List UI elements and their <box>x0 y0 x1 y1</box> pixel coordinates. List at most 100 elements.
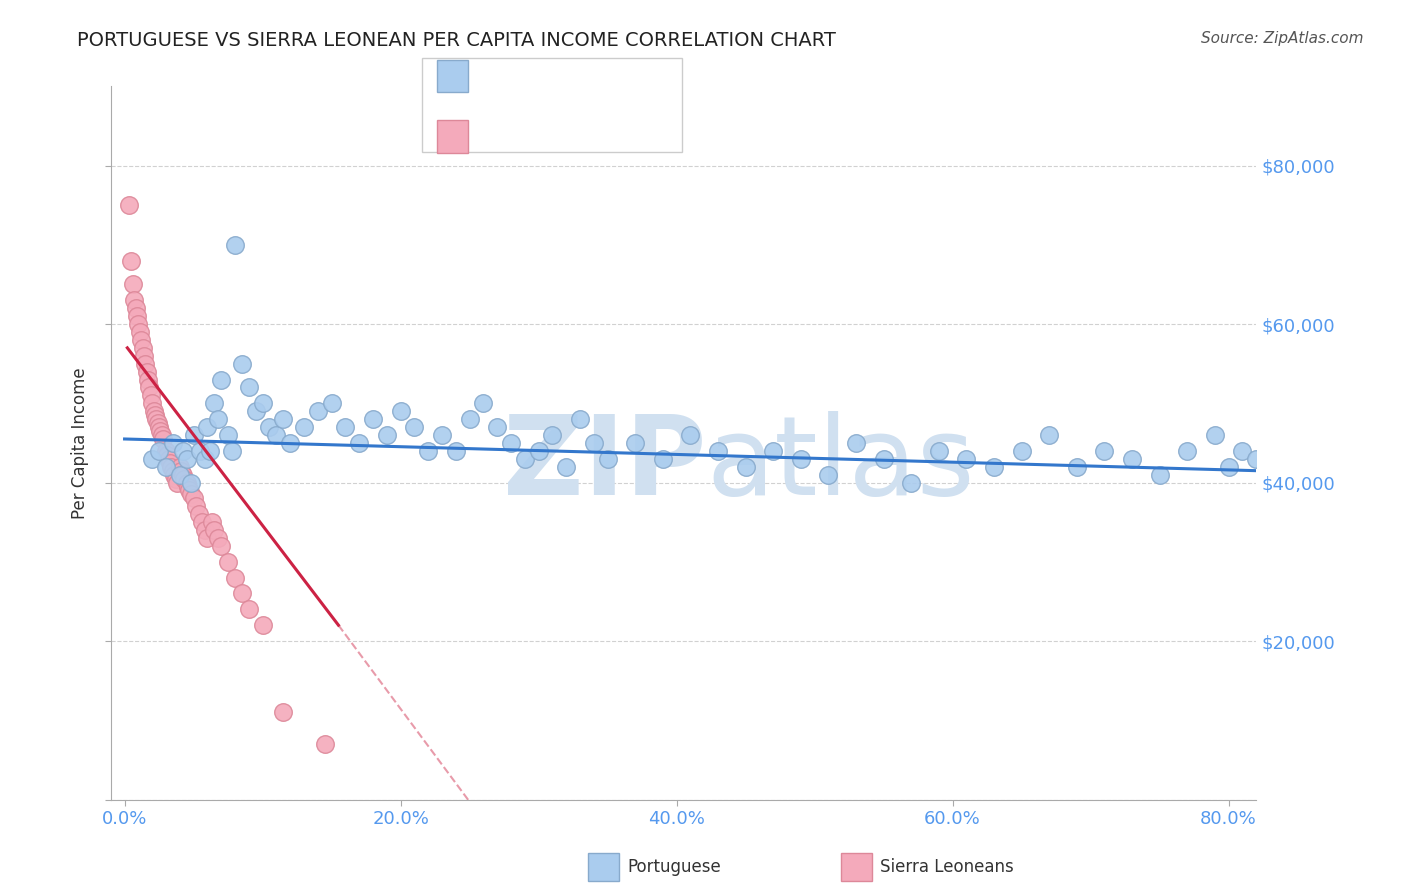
Text: -0.569: -0.569 <box>508 128 561 145</box>
Text: Source: ZipAtlas.com: Source: ZipAtlas.com <box>1201 31 1364 46</box>
Point <box>118 198 141 212</box>
Point <box>224 237 246 252</box>
Point <box>122 293 145 308</box>
Text: N =: N = <box>561 67 609 85</box>
Point <box>1258 459 1281 474</box>
Point <box>209 373 232 387</box>
Point <box>221 443 243 458</box>
Point <box>271 412 294 426</box>
Point <box>202 523 225 537</box>
Text: R =: R = <box>477 128 513 145</box>
Text: R =: R = <box>477 67 513 85</box>
Point <box>166 475 188 490</box>
Point <box>155 443 177 458</box>
Point <box>541 428 564 442</box>
Point <box>136 373 159 387</box>
Point <box>845 436 868 450</box>
Point <box>307 404 329 418</box>
Text: ZIP: ZIP <box>503 411 706 518</box>
Point <box>389 404 412 418</box>
Point <box>170 464 193 478</box>
Point <box>252 396 274 410</box>
Point <box>347 436 370 450</box>
Point <box>150 428 173 442</box>
Point <box>169 459 191 474</box>
Point <box>169 467 191 482</box>
Point <box>128 325 150 339</box>
Point <box>121 277 143 292</box>
Point <box>790 451 813 466</box>
Text: atlas: atlas <box>706 411 974 518</box>
Point <box>183 491 205 506</box>
Point <box>472 396 495 410</box>
Point <box>527 443 550 458</box>
Text: PORTUGUESE VS SIERRA LEONEAN PER CAPITA INCOME CORRELATION CHART: PORTUGUESE VS SIERRA LEONEAN PER CAPITA … <box>77 31 837 50</box>
Point <box>180 487 202 501</box>
Point <box>231 586 253 600</box>
Point <box>135 365 157 379</box>
Point <box>176 451 198 466</box>
Point <box>121 253 143 268</box>
Point <box>1204 428 1226 442</box>
Point <box>375 428 398 442</box>
Point <box>568 412 591 426</box>
Point <box>155 459 177 474</box>
Point <box>458 412 481 426</box>
Point <box>1232 443 1254 458</box>
Point <box>176 475 198 490</box>
Point <box>651 451 673 466</box>
Point <box>162 464 184 478</box>
Point <box>141 451 163 466</box>
Point <box>156 448 179 462</box>
Point <box>152 432 174 446</box>
Point <box>900 475 922 490</box>
Point <box>1244 451 1267 466</box>
Point <box>734 459 756 474</box>
Point <box>202 396 225 410</box>
Point <box>217 428 239 442</box>
Point <box>266 428 288 442</box>
Point <box>259 420 281 434</box>
Point <box>148 443 170 458</box>
Point <box>180 475 202 490</box>
Point <box>157 451 180 466</box>
Point <box>159 456 181 470</box>
Point <box>194 523 217 537</box>
Text: 59: 59 <box>599 128 620 145</box>
Point <box>430 428 453 442</box>
Point <box>596 451 619 466</box>
Point <box>141 396 163 410</box>
Point <box>160 459 183 474</box>
Point <box>1011 443 1033 458</box>
Point <box>165 472 187 486</box>
Point <box>1301 451 1323 466</box>
Point <box>179 483 201 498</box>
Point <box>173 472 195 486</box>
Point <box>217 555 239 569</box>
Point <box>145 412 167 426</box>
Point <box>194 451 217 466</box>
Point <box>207 531 229 545</box>
Point <box>162 436 184 450</box>
Point <box>183 428 205 442</box>
Text: N =: N = <box>561 128 609 145</box>
Point <box>190 443 212 458</box>
Point <box>1066 459 1088 474</box>
Point <box>314 737 336 751</box>
Point <box>513 451 536 466</box>
Text: 78: 78 <box>599 67 620 85</box>
Text: -0.061: -0.061 <box>508 67 561 85</box>
Point <box>955 451 977 466</box>
Point <box>172 443 194 458</box>
Point <box>163 467 186 482</box>
Point <box>404 420 426 434</box>
Point <box>191 515 214 529</box>
Point <box>177 479 200 493</box>
Point <box>817 467 839 482</box>
Point <box>132 349 155 363</box>
Point <box>555 459 578 474</box>
Point <box>252 618 274 632</box>
Point <box>142 404 165 418</box>
Point <box>124 301 146 316</box>
Point <box>129 333 152 347</box>
